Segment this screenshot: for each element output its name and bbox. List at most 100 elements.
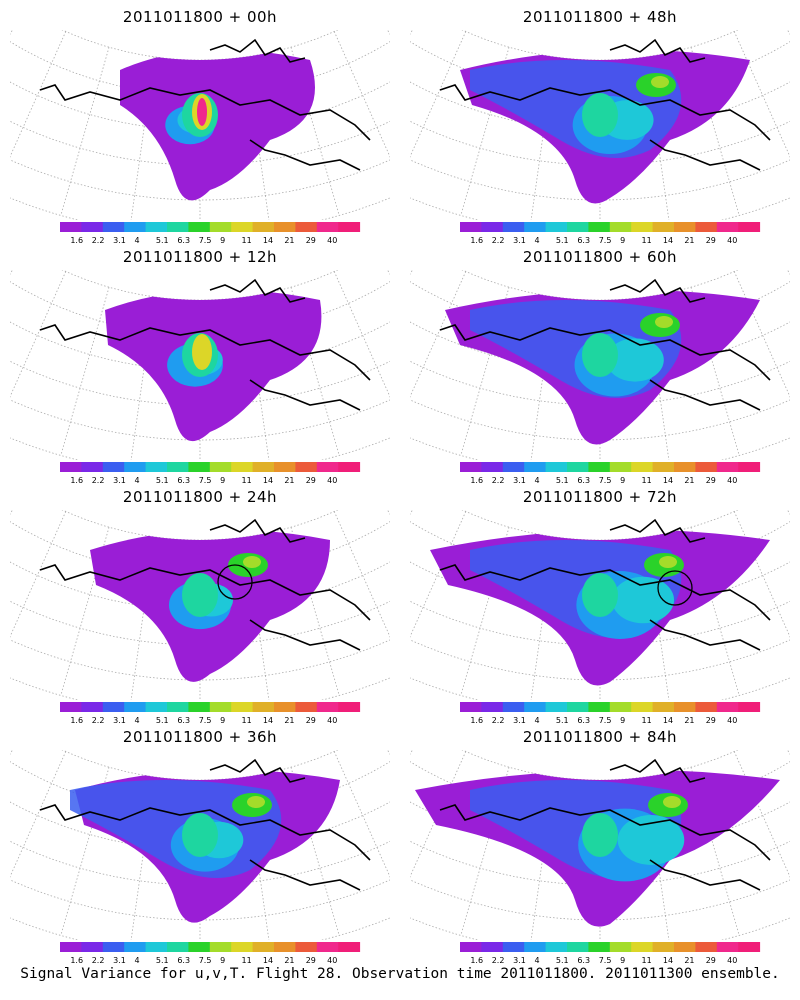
colorbar-label: 1.6 — [70, 236, 83, 245]
variance-map — [332, 489, 800, 716]
colorbar-label: 21 — [284, 716, 294, 725]
colorbar: 1.6 2.2 3.1 4 5.1 6.3 7.5 9 11 14 21 29 40 — [60, 942, 370, 970]
colorbar-label: 5.1 — [156, 716, 169, 725]
colorbar-label: 7.5 — [599, 476, 612, 485]
colorbar-label: 2.2 — [492, 476, 505, 485]
colorbar-label: 3.1 — [513, 476, 526, 485]
colorbar-label: 1.6 — [470, 236, 483, 245]
colorbar-label: 11 — [242, 236, 252, 245]
panel-title: 2011011800 + 84h — [522, 728, 678, 746]
colorbar-label: 11 — [242, 956, 252, 965]
colorbar-label: 14 — [263, 236, 273, 245]
panel-title: 2011011800 + 72h — [522, 488, 678, 506]
colorbar-label: 3.1 — [513, 716, 526, 725]
colorbar-label: 1.6 — [470, 956, 483, 965]
colorbar-label: 4 — [535, 476, 540, 485]
forecast-panel: 2011011800 + 60h 1.6 2.2 3.1 4 5.1 6.3 7.5 9 11 14… — [332, 240, 800, 485]
variance-map — [332, 249, 800, 476]
variance-map — [0, 249, 468, 476]
colorbar-label: 9 — [220, 956, 225, 965]
colorbar-label: 29 — [306, 716, 316, 725]
colorbar: 1.6 2.2 3.1 4 5.1 6.3 7.5 9 11 14 21 29 40 — [460, 462, 770, 490]
colorbar-label: 3.1 — [113, 476, 126, 485]
colorbar-label: 4 — [535, 716, 540, 725]
colorbar-label: 6.3 — [177, 956, 190, 965]
colorbar-label: 7.5 — [599, 236, 612, 245]
panel-title: 2011011800 + 24h — [122, 488, 278, 506]
colorbar: 1.6 2.2 3.1 4 5.1 6.3 7.5 9 11 14 21 29 40 — [60, 702, 370, 730]
colorbar-label: 2.2 — [92, 956, 105, 965]
variance-map — [332, 729, 800, 956]
colorbar-label: 6.3 — [177, 236, 190, 245]
colorbar-label: 11 — [242, 716, 252, 725]
colorbar-label: 1.6 — [70, 956, 83, 965]
colorbar-label: 14 — [663, 956, 673, 965]
colorbar-label: 3.1 — [113, 236, 126, 245]
colorbar-label: 4 — [135, 716, 140, 725]
colorbar-label: 4 — [135, 236, 140, 245]
forecast-panel: 2011011800 + 36h 1.6 2.2 3.1 4 5.1 6.3 7.5 9 11 14… — [0, 720, 468, 965]
colorbar-label: 11 — [242, 476, 252, 485]
panel-title: 2011011800 + 48h — [522, 8, 678, 26]
colorbar-label: 5.1 — [556, 476, 569, 485]
colorbar-label: 3.1 — [113, 956, 126, 965]
colorbar-label: 2.2 — [92, 716, 105, 725]
colorbar-label: 1.6 — [70, 716, 83, 725]
colorbar-label: 2.2 — [92, 476, 105, 485]
colorbar-label: 14 — [263, 476, 273, 485]
colorbar-label: 40 — [327, 716, 337, 725]
colorbar-label: 3.1 — [113, 716, 126, 725]
colorbar-label: 2.2 — [492, 236, 505, 245]
colorbar-label: 6.3 — [177, 716, 190, 725]
colorbar-label: 5.1 — [556, 716, 569, 725]
colorbar-label: 6.3 — [577, 956, 590, 965]
colorbar-label: 9 — [620, 236, 625, 245]
colorbar-label: 29 — [306, 236, 316, 245]
colorbar-label: 4 — [135, 956, 140, 965]
colorbar-label: 40 — [727, 716, 737, 725]
colorbar-label: 21 — [684, 956, 694, 965]
colorbar-label: 9 — [620, 476, 625, 485]
variance-map — [0, 9, 468, 236]
colorbar-label: 5.1 — [156, 236, 169, 245]
colorbar-label: 6.3 — [577, 476, 590, 485]
colorbar-label: 40 — [727, 236, 737, 245]
colorbar: 1.6 2.2 3.1 4 5.1 6.3 7.5 9 11 14 21 29 40 — [460, 702, 770, 730]
colorbar-label: 1.6 — [470, 716, 483, 725]
colorbar-label: 29 — [306, 956, 316, 965]
colorbar-label: 9 — [220, 476, 225, 485]
forecast-panel: 2011011800 + 24h 1.6 2.2 3.1 4 5.1 6.3 7.5 9 11 14… — [0, 480, 468, 725]
colorbar-label: 14 — [663, 716, 673, 725]
colorbar-label: 3.1 — [513, 236, 526, 245]
forecast-panel: 2011011800 + 00h 1.6 2.2 3.1 4 5.1 6.3 7.5 9 11 14… — [0, 0, 468, 245]
colorbar-label: 1.6 — [70, 476, 83, 485]
colorbar-label: 40 — [727, 476, 737, 485]
colorbar-label: 14 — [663, 236, 673, 245]
colorbar-label: 14 — [263, 716, 273, 725]
variance-map — [0, 729, 468, 956]
colorbar-label: 6.3 — [177, 476, 190, 485]
colorbar-label: 11 — [642, 716, 652, 725]
colorbar-label: 3.1 — [513, 956, 526, 965]
colorbar-label: 7.5 — [199, 236, 212, 245]
colorbar-label: 9 — [620, 716, 625, 725]
colorbar-label: 2.2 — [492, 716, 505, 725]
colorbar-label: 29 — [706, 236, 716, 245]
colorbar-label: 29 — [706, 956, 716, 965]
colorbar: 1.6 2.2 3.1 4 5.1 6.3 7.5 9 11 14 21 29 40 — [60, 222, 370, 250]
colorbar-label: 4 — [135, 476, 140, 485]
colorbar-label: 7.5 — [199, 476, 212, 485]
colorbar-label: 4 — [535, 956, 540, 965]
colorbar-label: 9 — [220, 716, 225, 725]
forecast-panel: 2011011800 + 84h 1.6 2.2 3.1 4 5.1 6.3 7.5 9 11 14… — [332, 720, 800, 965]
colorbar-label: 9 — [220, 236, 225, 245]
colorbar-label: 40 — [327, 956, 337, 965]
colorbar-label: 11 — [642, 476, 652, 485]
forecast-panel: 2011011800 + 48h 1.6 2.2 3.1 4 5.1 6.3 7.5 9 11 14… — [332, 0, 800, 245]
colorbar-label: 21 — [684, 236, 694, 245]
colorbar-label: 21 — [284, 236, 294, 245]
variance-map — [332, 9, 800, 236]
colorbar-label: 21 — [684, 476, 694, 485]
panel-title: 2011011800 + 00h — [122, 8, 278, 26]
colorbar-label: 40 — [727, 956, 737, 965]
